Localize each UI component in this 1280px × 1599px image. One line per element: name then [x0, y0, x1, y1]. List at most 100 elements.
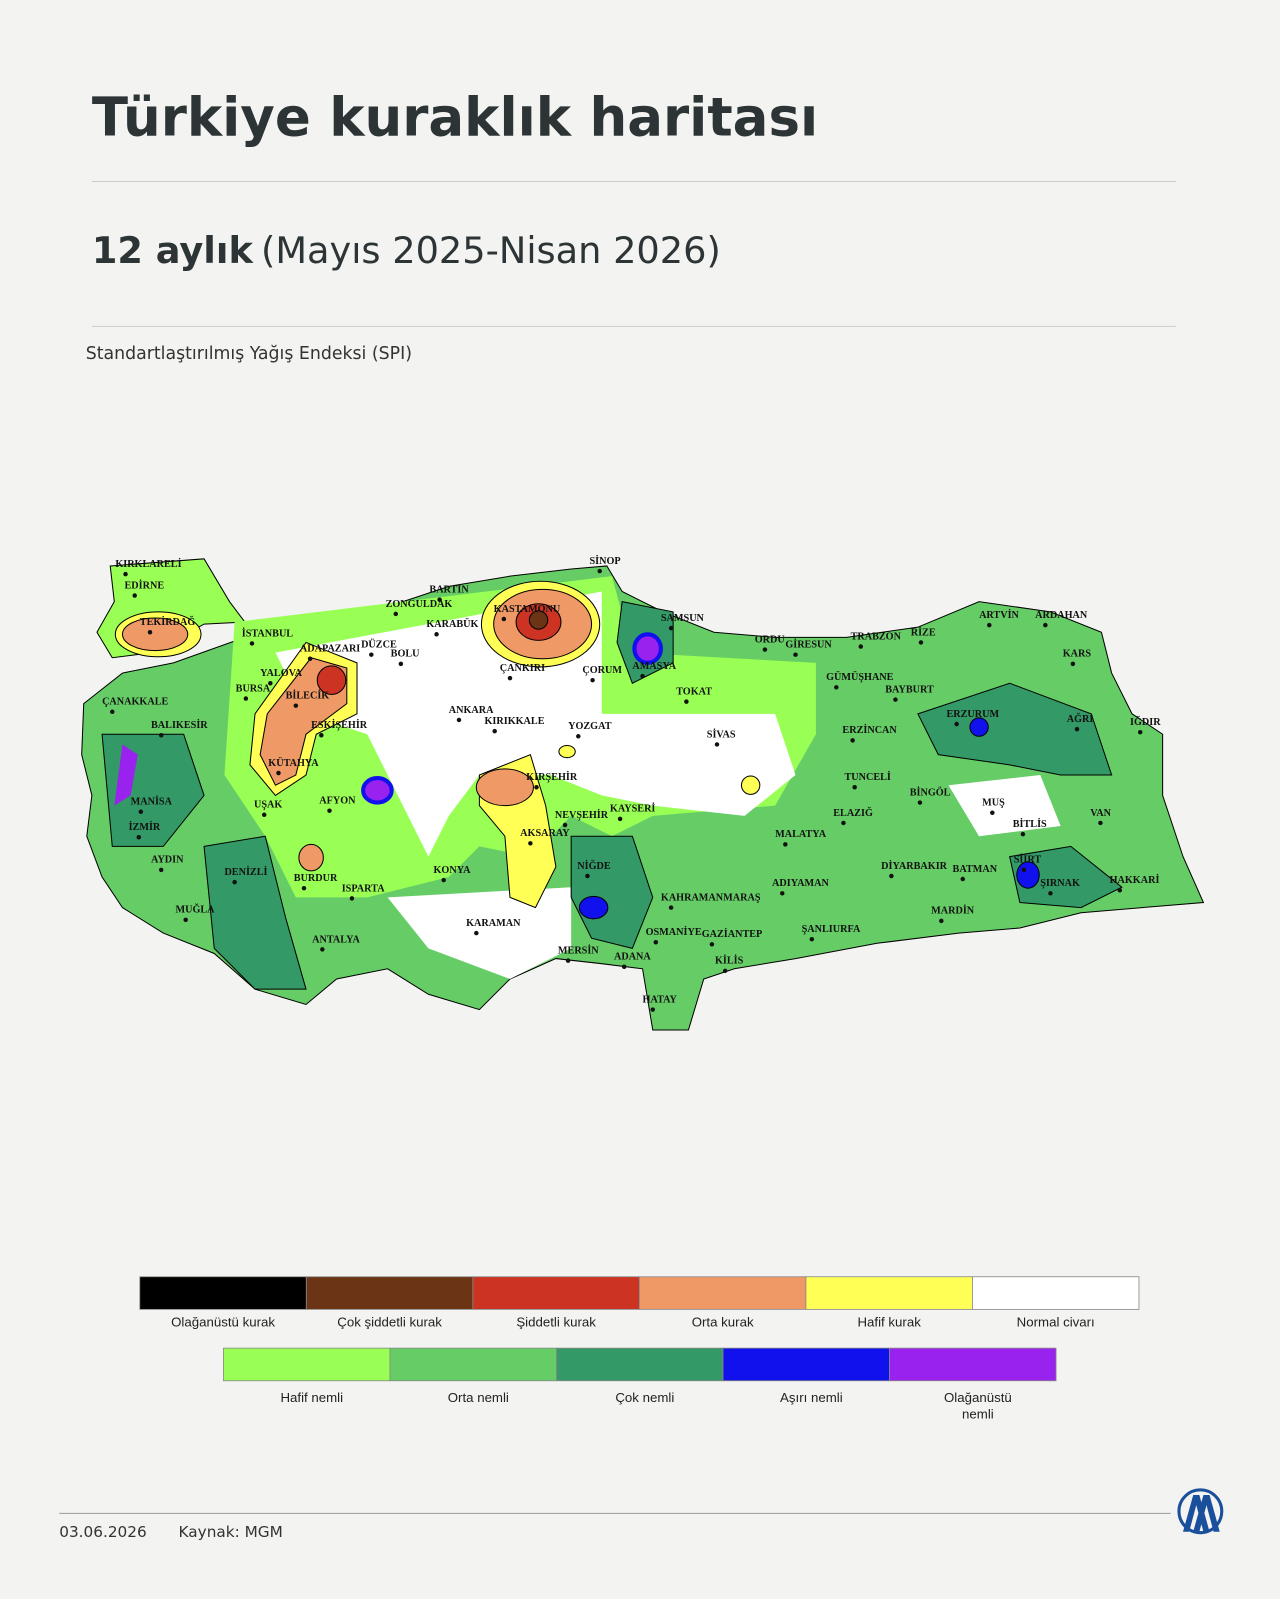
legend-swatch	[722, 1347, 890, 1382]
city-label: ADIYAMAN	[772, 878, 829, 889]
city-label: BURSA	[236, 683, 271, 694]
city-dot	[590, 677, 595, 683]
legend-label: Hafif kurak	[857, 1314, 921, 1330]
city-label: ARTVİN	[979, 609, 1019, 621]
city-dot	[243, 696, 249, 701]
city-dot	[1117, 888, 1123, 893]
blob	[121, 617, 189, 652]
subtitle: 12 aylık (Mayıs 2025-Nisan 2026)	[92, 229, 721, 272]
city-dot	[320, 947, 325, 952]
city-dot	[183, 917, 188, 923]
legend: Olağanüstü kurak Çok şiddetli kurak Şiddet…	[139, 1276, 1140, 1422]
zone-normal	[275, 591, 796, 857]
city-dot	[393, 611, 399, 617]
city-dot	[1021, 867, 1027, 873]
city-dot	[268, 681, 273, 686]
legend-swatch	[223, 1347, 391, 1382]
city-label: ÇORUM	[582, 665, 622, 676]
blob	[528, 610, 549, 630]
city-label: MUŞ	[982, 798, 1005, 809]
city-dot	[834, 685, 839, 690]
city-dot	[158, 867, 164, 873]
city-dot	[319, 733, 324, 738]
city-dot	[987, 622, 992, 628]
city-dot	[158, 733, 164, 738]
city-label: TEKİRDAĞ	[140, 615, 196, 628]
blob	[558, 744, 576, 759]
city-dot	[147, 630, 153, 635]
city-dot	[762, 647, 768, 652]
city-dot	[640, 673, 645, 679]
city-label: ADAPAZARI	[300, 644, 360, 655]
city-dot	[232, 879, 237, 885]
legend-label: Hafif nemli	[280, 1389, 344, 1406]
legend-label: Orta nemli	[447, 1389, 509, 1406]
city-label: EDİRNE	[125, 579, 165, 591]
city-label: KARAMAN	[466, 918, 521, 929]
city-dot	[668, 905, 674, 910]
blob	[632, 632, 663, 665]
city-dot	[709, 942, 715, 947]
city-dot	[668, 625, 674, 631]
legend-swatch	[805, 1276, 973, 1310]
legend-label: Aşırı nemli	[780, 1389, 843, 1406]
city-label: MUĞLA	[175, 903, 215, 916]
city-label: YOZGAT	[568, 721, 612, 732]
legend-swatch	[472, 1276, 640, 1310]
city-dot	[939, 918, 944, 924]
city-dot	[650, 1007, 655, 1012]
legend-swatch	[305, 1276, 474, 1310]
city-label: ESKİŞEHİR	[311, 719, 368, 731]
city-label: NİĞDE	[577, 859, 611, 872]
city-label: YALOVA	[260, 668, 303, 679]
legend-label: Çok şiddetli kurak	[337, 1314, 442, 1330]
city-dot	[1137, 729, 1143, 735]
city-label: ÇANKIRI	[500, 663, 545, 674]
city-dot	[562, 822, 568, 828]
legend-label-box: Normal civarı	[1016, 1314, 1095, 1330]
legend-label-box: Aşırı nemli	[780, 1389, 843, 1406]
legend-label-box: Çok nemli	[615, 1390, 674, 1405]
city-dot	[349, 896, 355, 901]
city-dot	[138, 809, 144, 814]
city-label: BURDUR	[294, 873, 338, 884]
city-label: MALATYA	[775, 829, 827, 840]
city-dot	[136, 834, 142, 840]
city-dot	[850, 738, 855, 743]
city-label: SİVAS	[707, 728, 736, 740]
city-label: KÜTAHYA	[268, 756, 319, 769]
city-dot	[780, 891, 785, 896]
title: Türkiye kuraklık haritası	[92, 87, 818, 149]
legend-label: Normal civarı	[1016, 1314, 1095, 1330]
legend-swatch	[889, 1347, 1057, 1382]
city-dot	[917, 800, 923, 805]
city-dot	[809, 936, 815, 942]
zone-normal	[948, 775, 1061, 837]
city-dot	[918, 640, 924, 645]
city-label: ANTALYA	[312, 934, 360, 945]
city-label: KAHRAMANMARAŞ	[661, 892, 761, 903]
city-label: RİZE	[911, 626, 936, 638]
city-dot	[565, 958, 571, 963]
city-dot	[501, 616, 507, 622]
legend-swatch	[139, 1276, 307, 1310]
city-label: MARDİN	[931, 905, 975, 917]
city-dot	[841, 820, 846, 826]
footer-source: Kaynak: MGM	[179, 1523, 283, 1541]
city-dot	[893, 697, 898, 702]
blob	[969, 717, 989, 737]
index-label: Standartlaştırılmış Yağış Endeksi (SPI)	[86, 344, 412, 364]
city-label: AYDIN	[151, 855, 184, 866]
city-label: IĞDIR	[1130, 715, 1161, 728]
city-label: DİYARBAKIR	[881, 860, 947, 872]
legend-swatch	[389, 1347, 557, 1382]
city-label: BALIKESİR	[151, 719, 208, 731]
city-dot	[307, 656, 313, 662]
legend-label: Şiddetli kurak	[516, 1314, 596, 1330]
city-label: AMASYA	[632, 661, 676, 672]
city-label: SİİRT	[1014, 854, 1042, 866]
city-dot	[858, 644, 864, 649]
city-label: HAKKARİ	[1110, 874, 1160, 886]
city-label: UŞAK	[254, 800, 282, 811]
city-dot	[1074, 726, 1080, 732]
